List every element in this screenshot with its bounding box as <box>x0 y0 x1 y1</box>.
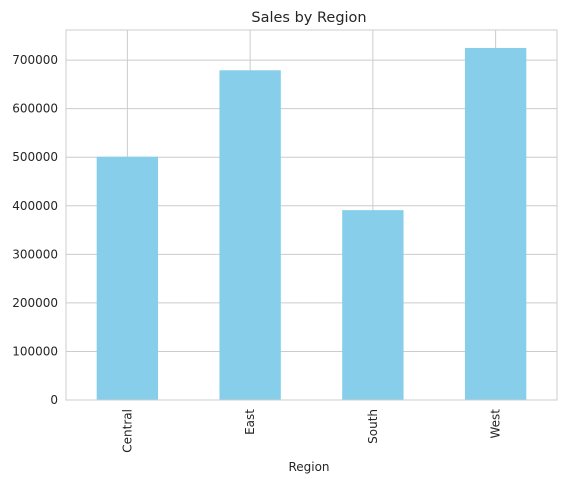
y-tick-label: 0 <box>50 393 58 407</box>
chart-title: Sales by Region <box>251 10 366 26</box>
bar-central <box>96 156 159 400</box>
plot-border <box>65 29 558 401</box>
bar-layer <box>96 47 527 401</box>
y-tick-label: 100000 <box>12 344 58 358</box>
x-tick-label: East <box>243 409 257 435</box>
bar-west <box>464 47 527 400</box>
x-tick-labels: Central East South West <box>120 409 502 453</box>
x-axis-label: Region <box>288 460 329 474</box>
x-tick-label: West <box>489 409 503 439</box>
axes-frame <box>65 29 558 401</box>
y-tick-label: 700000 <box>12 53 58 67</box>
x-tick-label: Central <box>120 409 134 453</box>
y-tick-label: 300000 <box>12 247 58 261</box>
y-tick-label: 400000 <box>12 199 58 213</box>
y-tick-labels: 0 100000 200000 300000 400000 500000 600000 700… <box>12 53 58 407</box>
y-tick-label: 600000 <box>12 102 58 116</box>
bar-east <box>219 70 281 401</box>
y-tick-label: 500000 <box>12 150 58 164</box>
y-tick-label: 200000 <box>12 296 58 310</box>
bar-south <box>342 210 404 400</box>
x-tick-label: South <box>366 409 380 444</box>
